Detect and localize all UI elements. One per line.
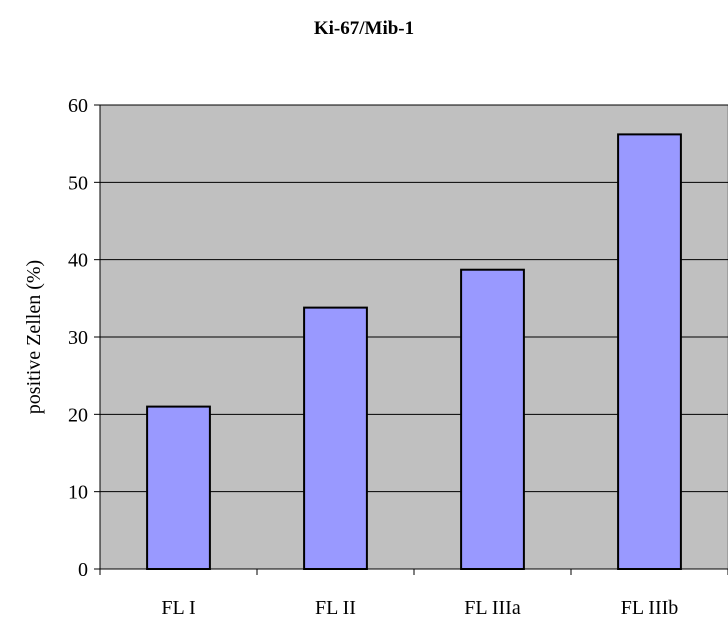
bar-fl-iiia bbox=[460, 268, 525, 570]
y-tick-label: 20 bbox=[68, 404, 88, 426]
bar-fl-ii bbox=[303, 306, 368, 570]
y-ticks: 0 10 20 30 40 50 60 bbox=[68, 95, 100, 581]
x-tick-label: FL IIIb bbox=[621, 597, 679, 619]
bar-fl-i bbox=[146, 405, 211, 570]
y-tick-label: 10 bbox=[68, 482, 88, 504]
x-tick-label: FL II bbox=[315, 597, 356, 619]
x-tick-label: FL IIIa bbox=[464, 597, 521, 619]
x-tick-label: FL I bbox=[161, 597, 195, 619]
y-tick-label: 30 bbox=[68, 327, 88, 349]
bar-fl-iiib bbox=[617, 133, 682, 571]
y-tick-label: 60 bbox=[68, 95, 88, 117]
x-ticks: FL I FL II FL IIIa FL IIIb bbox=[99, 569, 728, 619]
y-tick-label: 50 bbox=[68, 172, 88, 194]
y-axis-title: positive Zellen (%) bbox=[23, 260, 45, 414]
y-tick-label: 0 bbox=[78, 559, 88, 581]
y-tick-label: 40 bbox=[68, 250, 88, 272]
chart-title: Ki-67/Mib-1 bbox=[314, 18, 414, 39]
